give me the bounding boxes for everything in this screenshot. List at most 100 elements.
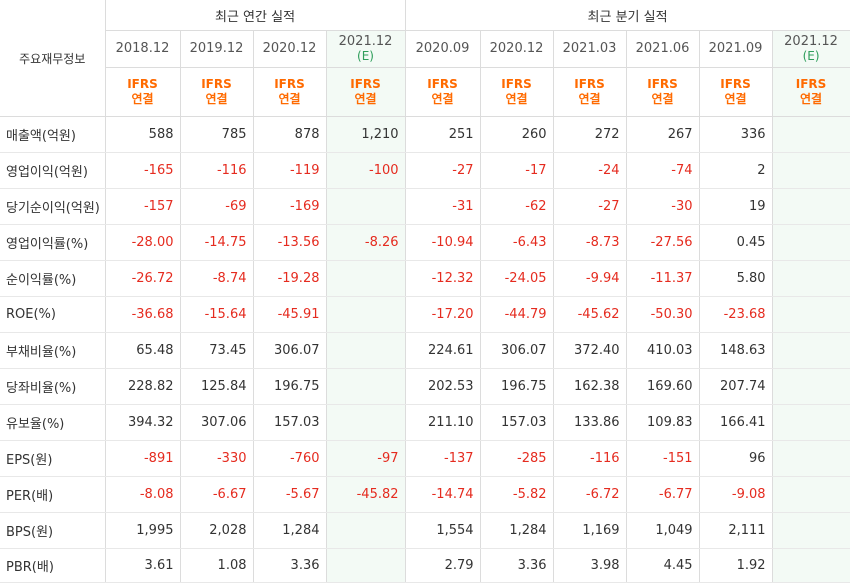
table-row: 순이익률(%) -26.72 -8.74 -19.28 -12.32 -24.05 -9.9… <box>0 260 850 297</box>
table-cell <box>772 188 850 225</box>
table-row: 영업이익률(%) -28.00 -14.75 -13.56 -8.26 -10.94 -6.… <box>0 224 850 261</box>
table-cell: 372.40 <box>553 332 627 369</box>
table-cell: 2.79 <box>404 548 481 583</box>
table-row: 영업이익(억원) -165 -116 -119 -100 -27 -17 -24 -74 2 <box>0 152 850 189</box>
table-row: 부채비율(%) 65.48 73.45 306.07 224.61 306.07 372.4… <box>0 332 850 369</box>
table-cell: -17 <box>480 152 554 189</box>
table-cell: 2,111 <box>699 512 773 549</box>
row-label: 당기순이익(억원) <box>0 188 106 225</box>
ifrs-label: IFRS <box>720 77 751 91</box>
table-row: PER(배) -8.08 -6.67 -5.67 -45.82 -14.74 -5.82 -6… <box>0 476 850 513</box>
table-cell: -119 <box>253 152 327 189</box>
table-cell: 1,284 <box>480 512 554 549</box>
table-row: PBR(배) 3.61 1.08 3.36 2.79 3.36 3.98 4.45 1.92 <box>0 548 850 583</box>
table-cell: -24.05 <box>480 260 554 297</box>
table-cell: 267 <box>626 116 700 153</box>
ifrs-header: IFRS 연결 <box>626 67 700 117</box>
period-label: 2021.12 <box>784 34 838 49</box>
table-cell: 3.98 <box>553 548 627 583</box>
period-header: 2021.06 <box>626 30 700 68</box>
table-cell: -45.62 <box>553 296 627 333</box>
table-cell: 196.75 <box>480 368 554 405</box>
table-cell <box>326 368 406 405</box>
table-cell: -8.74 <box>180 260 254 297</box>
table-cell <box>772 440 850 477</box>
period-label: 2020.12 <box>262 41 317 56</box>
table-cell: 169.60 <box>626 368 700 405</box>
estimate-marker: (E) <box>357 49 374 63</box>
ifrs-label: IFRS <box>427 77 458 91</box>
row-label: PBR(배) <box>0 548 106 583</box>
table-cell: 3.61 <box>105 548 181 583</box>
period-label: 2020.12 <box>489 41 544 56</box>
row-label: PER(배) <box>0 476 106 513</box>
table-cell: -27 <box>553 188 627 225</box>
table-cell: -330 <box>180 440 254 477</box>
table-cell: 3.36 <box>253 548 327 583</box>
table-cell: -30 <box>626 188 700 225</box>
period-label: 2018.12 <box>115 41 170 56</box>
table-cell: -6.67 <box>180 476 254 513</box>
row-label: 순이익률(%) <box>0 260 106 297</box>
table-cell: -8.73 <box>553 224 627 261</box>
table-cell: 306.07 <box>480 332 554 369</box>
table-cell: 251 <box>404 116 481 153</box>
table-cell: -31 <box>404 188 481 225</box>
table-row: EPS(원) -891 -330 -760 -97 -137 -285 -116 -151 96 <box>0 440 850 477</box>
consolidated-label: 연결 <box>651 92 674 106</box>
consolidated-label: 연결 <box>205 92 228 106</box>
row-label: BPS(원) <box>0 512 106 549</box>
ifrs-header: IFRS 연결 <box>326 67 406 117</box>
table-cell: 207.74 <box>699 368 773 405</box>
period-header: 2021.03 <box>553 30 627 68</box>
table-cell: 588 <box>105 116 181 153</box>
row-label: 매출액(억원) <box>0 116 106 153</box>
consolidated-label: 연결 <box>131 92 154 106</box>
table-cell: 1.08 <box>180 548 254 583</box>
table-row: 유보율(%) 394.32 307.06 157.03 211.10 157.03 133.… <box>0 404 850 441</box>
table-cell <box>772 512 850 549</box>
ifrs-label: IFRS <box>127 77 158 91</box>
table-cell: 224.61 <box>404 332 481 369</box>
table-cell: -9.94 <box>553 260 627 297</box>
table-cell: 1,554 <box>404 512 481 549</box>
row-label: ROE(%) <box>0 296 106 333</box>
table-cell: 307.06 <box>180 404 254 441</box>
table-cell: -116 <box>553 440 627 477</box>
table-cell <box>326 332 406 369</box>
table-cell: 125.84 <box>180 368 254 405</box>
table-cell: -13.56 <box>253 224 327 261</box>
table-cell: -28.00 <box>105 224 181 261</box>
table-cell <box>326 548 406 583</box>
consolidated-label: 연결 <box>505 92 528 106</box>
table-cell: -14.74 <box>404 476 481 513</box>
consolidated-label: 연결 <box>278 92 301 106</box>
table-cell: 228.82 <box>105 368 181 405</box>
period-header: 2021.12 (E) <box>326 30 406 68</box>
ifrs-header: IFRS 연결 <box>480 67 554 117</box>
table-cell: -285 <box>480 440 554 477</box>
table-cell <box>772 116 850 153</box>
period-header: 2021.12 (E) <box>772 30 850 68</box>
table-cell: 1,169 <box>553 512 627 549</box>
table-cell: 4.45 <box>626 548 700 583</box>
table-cell: -137 <box>404 440 481 477</box>
table-cell: 410.03 <box>626 332 700 369</box>
table-cell <box>772 404 850 441</box>
table-cell: 1,995 <box>105 512 181 549</box>
table-cell: -6.43 <box>480 224 554 261</box>
period-header: 2020.09 <box>404 30 481 68</box>
table-cell: 394.32 <box>105 404 181 441</box>
table-cell: 5.80 <box>699 260 773 297</box>
period-label: 2021.03 <box>562 41 617 56</box>
period-header: 2021.09 <box>699 30 773 68</box>
table-cell: -169 <box>253 188 327 225</box>
table-cell <box>772 548 850 583</box>
table-row: 매출액(억원) 588 785 878 1,210 251 260 272 267 336 <box>0 116 850 153</box>
table-cell: -8.26 <box>326 224 406 261</box>
row-label: 영업이익(억원) <box>0 152 106 189</box>
table-cell: -69 <box>180 188 254 225</box>
table-cell: -15.64 <box>180 296 254 333</box>
table-cell <box>772 152 850 189</box>
